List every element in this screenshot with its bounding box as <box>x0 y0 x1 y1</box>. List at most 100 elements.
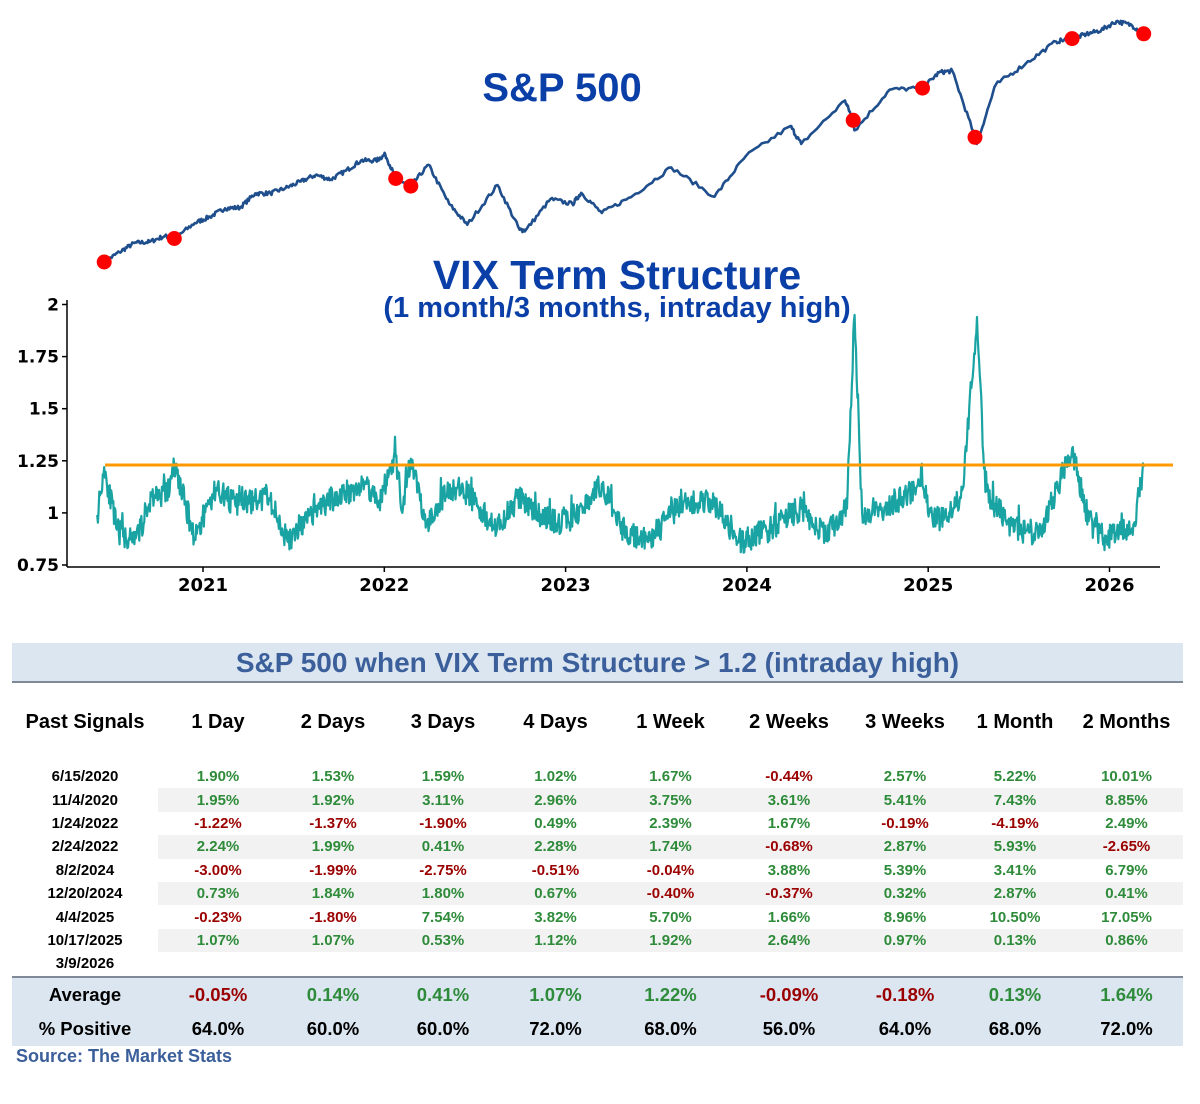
sp500-chart <box>96 19 1152 270</box>
signal-return-cell: 17.05% <box>1101 908 1152 926</box>
average-row-cell: 1.07% <box>498 975 613 1012</box>
signal-return-cell: 1.07% <box>158 928 278 953</box>
signal-return-cell: -0.04% <box>646 861 695 879</box>
signal-return-cell: 5.70% <box>649 908 692 926</box>
average-row-cell: 1.22% <box>613 975 728 1012</box>
signal-return-cell: 7.54% <box>421 908 465 926</box>
signal-row: 10/17/2025 1.07% 1.07% 0.53% 1.12% 1.92% 2.64%… <box>12 928 1183 953</box>
signal-row: 6/15/2020 1.90% 1.53% 1.59% 1.02% 1.67% -0.44%… <box>12 761 1183 788</box>
average-row-label: Average <box>12 975 158 1012</box>
vix-y-tick-label: 0.75 <box>17 556 59 576</box>
signal-return-cell: -1.99% <box>309 861 357 879</box>
vix-y-tick-label: 1.25 <box>17 452 59 472</box>
header-period: 1 Day <box>191 710 245 733</box>
signal-return-cell <box>850 952 960 976</box>
vix-x-tick-label: 2025 <box>903 575 953 596</box>
signal-return-cell: 3.88% <box>767 861 811 879</box>
signal-date: 10/17/2025 <box>47 931 123 949</box>
signal-date: 6/15/2020 <box>51 768 119 786</box>
signal-return-cell: -0.44% <box>765 768 813 786</box>
sp500-signal-marker <box>1136 26 1152 42</box>
signal-return-cell <box>1070 952 1183 976</box>
signal-return-cell: -2.75% <box>419 861 467 879</box>
signal-row: 1/24/2022 -1.22% -1.37% -1.90% 0.49% 2.39% 1.6… <box>12 812 1183 835</box>
signal-return-cell: 2.24% <box>158 835 278 859</box>
signal-date: 4/4/2025 <box>55 908 115 926</box>
signal-return-cell: 2.39% <box>649 814 692 832</box>
signal-row: 4/4/2025 -0.23% -1.80% 7.54% 3.82% 5.70% 1.66%… <box>12 905 1183 928</box>
signal-row: 11/4/2020 1.95% 1.92% 3.11% 2.96% 3.75% 3.61% 5… <box>12 788 1183 812</box>
percent-positive-row-cell: 68.0% <box>960 1011 1070 1046</box>
header-period: 1 Month <box>976 710 1054 733</box>
signal-return-cell <box>278 952 388 976</box>
signal-return-cell: 0.41% <box>388 835 498 859</box>
signal-return-cell: -1.22% <box>194 814 242 832</box>
signal-return-cell: 5.39% <box>883 861 927 879</box>
average-row-cell: 0.41% <box>388 975 498 1012</box>
signal-return-cell: 3.82% <box>534 908 577 926</box>
signal-return-cell: 10.01% <box>1101 768 1152 786</box>
vix-y-tick-label: 2 <box>47 296 59 316</box>
signal-return-cell <box>158 952 278 976</box>
signal-return-cell: 1.90% <box>196 768 240 786</box>
signal-row: 2/24/2022 2.24% 1.99% 0.41% 2.28% 1.74% -0.68%… <box>12 835 1183 859</box>
sp500-series-line <box>103 19 1145 265</box>
signal-date: 12/20/2024 <box>47 885 123 903</box>
signal-return-cell: -0.23% <box>194 908 242 926</box>
signal-return-cell: 1.12% <box>498 928 613 953</box>
sp500-signal-marker <box>96 254 112 270</box>
sp500-signal-marker <box>166 231 182 246</box>
signal-return-cell: 2.28% <box>498 835 613 859</box>
signal-return-cell <box>388 952 498 976</box>
vix-x-tick-label: 2026 <box>1084 575 1134 596</box>
signal-return-cell: 0.67% <box>498 881 613 906</box>
percent-positive-row-cell: 72.0% <box>498 1011 613 1046</box>
signal-return-cell: 2.87% <box>850 835 960 859</box>
signal-return-cell: 8.96% <box>883 908 927 926</box>
signal-return-cell: 3.11% <box>388 788 498 812</box>
signal-date: 8/2/2024 <box>55 861 115 879</box>
average-row-cell: 0.13% <box>960 975 1070 1012</box>
source-note: Source: The Market Stats <box>16 1046 233 1066</box>
average-row-cell: 1.64% <box>1070 975 1183 1012</box>
signal-return-cell <box>960 952 1070 976</box>
signal-return-cell: 2.64% <box>728 928 850 953</box>
charts-canvas: 0.75 1 1.25 1.5 1.75 2 2021 2022 2023 2024 2025 202… <box>17 19 1173 596</box>
signal-return-cell: 1.53% <box>311 768 355 786</box>
signal-return-cell: 1.99% <box>278 835 388 859</box>
signal-return-cell: -1.37% <box>309 814 357 832</box>
vix-y-tick-label: 1.75 <box>17 348 59 368</box>
vix-chart-title: VIX Term Structure <box>432 252 802 298</box>
signal-return-cell: 10.50% <box>989 908 1041 926</box>
percent-positive-row-cell: 72.0% <box>1070 1011 1183 1046</box>
signal-return-cell: 0.97% <box>850 928 960 953</box>
signal-return-cell: 8.85% <box>1070 788 1183 812</box>
signal-return-cell: 2.49% <box>1105 814 1148 832</box>
signal-return-cell: -2.65% <box>1070 835 1183 859</box>
sp500-signal-marker <box>403 178 419 194</box>
vix-x-tick-label: 2024 <box>722 575 772 596</box>
header-past-signals: Past Signals <box>25 710 145 733</box>
signal-return-cell: -1.90% <box>419 814 467 832</box>
vix-chart-subtitle: (1 month/3 months, intraday high) <box>383 292 851 324</box>
signal-return-cell: -4.19% <box>991 814 1039 832</box>
vix-x-tick-label: 2023 <box>541 575 591 596</box>
signal-return-cell: -1.80% <box>309 908 357 926</box>
header-period: 2 Weeks <box>749 710 829 733</box>
signal-return-cell: 7.43% <box>960 788 1070 812</box>
header-period: 3 Days <box>410 710 476 733</box>
signal-return-cell: 5.93% <box>960 835 1070 859</box>
table-title: S&P 500 when VIX Term Structure > 1.2 (i… <box>12 643 1183 683</box>
signals-table: Past Signals 1 Day 2 Days 3 Days 4 Days 1 Wee… <box>12 683 1183 1046</box>
signal-return-cell: 0.73% <box>158 881 278 906</box>
signal-return-cell: 5.41% <box>850 788 960 812</box>
sp500-signal-marker <box>967 129 983 145</box>
signal-return-cell: -0.19% <box>881 814 929 832</box>
signal-row: 8/2/2024 -3.00% -1.99% -2.75% -0.51% -0.04% 3.… <box>12 859 1183 882</box>
sp500-signal-marker <box>915 80 930 96</box>
signal-return-cell: 2.96% <box>498 788 613 812</box>
percent-positive-row-cell: 68.0% <box>613 1011 728 1046</box>
percent-positive-row-cell: 64.0% <box>158 1011 278 1046</box>
average-row-cell: -0.05% <box>158 975 278 1012</box>
vix-axes: 0.75 1 1.25 1.5 1.75 2 2021 2022 2023 2024 2025 202… <box>17 296 1160 596</box>
